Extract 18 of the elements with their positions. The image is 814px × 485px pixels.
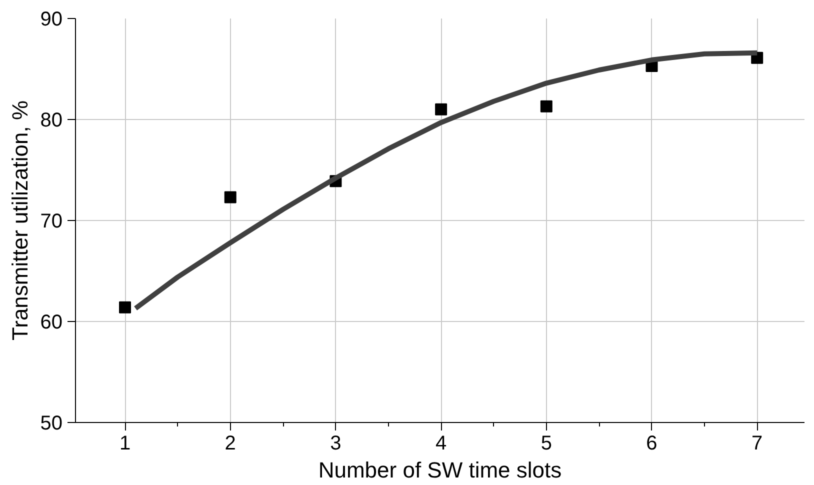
x-axis-title: Number of SW time slots <box>318 458 562 482</box>
x-tick-label: 4 <box>435 432 447 454</box>
x-tick-label: 7 <box>752 432 763 454</box>
point <box>119 301 132 314</box>
y-tick-label: 90 <box>40 8 63 30</box>
point <box>540 100 552 112</box>
y-tick-label: 60 <box>40 312 63 334</box>
x-tick-label: 6 <box>646 432 658 454</box>
point <box>435 103 448 116</box>
y-tick-label: 50 <box>40 412 63 434</box>
point <box>224 191 236 204</box>
x-tick-label: 5 <box>540 432 552 454</box>
y-tick-label: 70 <box>40 210 63 232</box>
y-axis-title: Transmitter utilization, % <box>7 100 32 341</box>
x-tick-label: 3 <box>330 432 342 454</box>
y-tick-label: 80 <box>40 110 63 132</box>
x-tick-label: 2 <box>224 432 236 454</box>
x-tick-label: 1 <box>119 432 131 454</box>
